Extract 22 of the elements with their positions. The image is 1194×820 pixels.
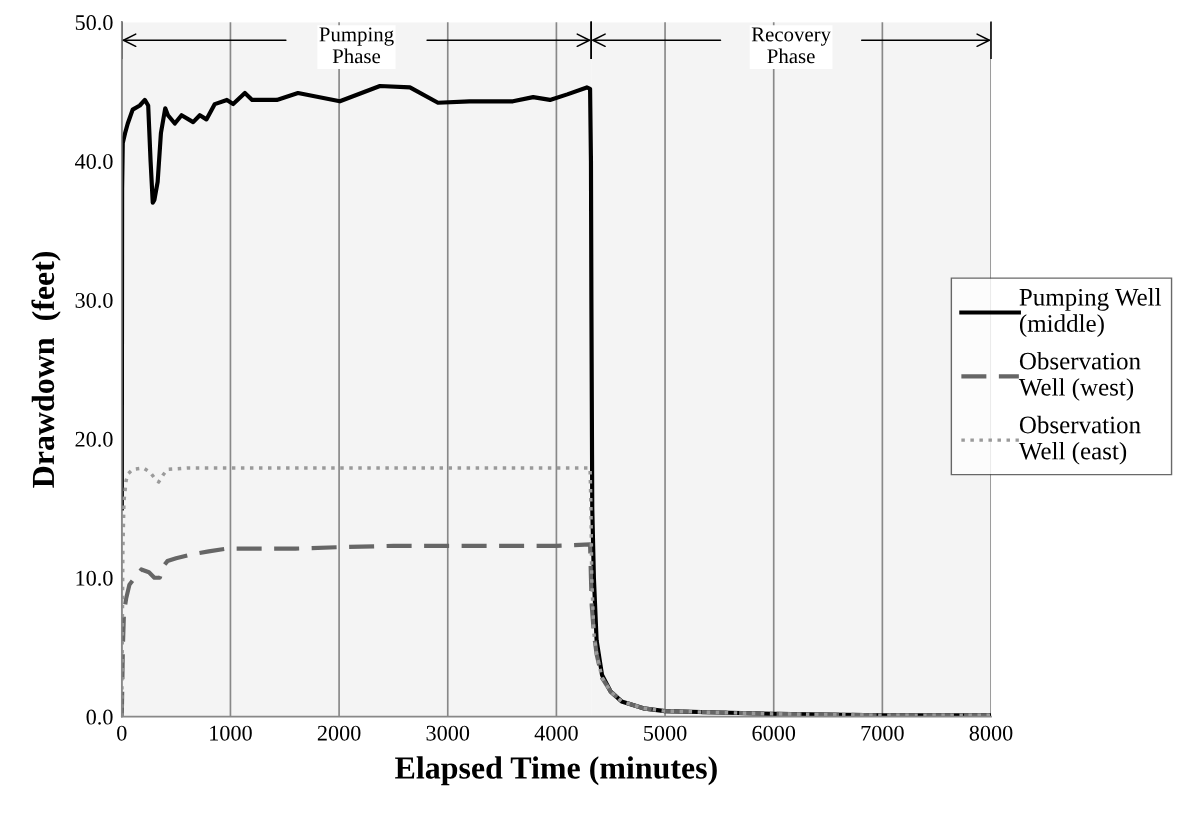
x-tick-label: 0	[117, 725, 127, 741]
legend-label: Pumping Well (middle)	[1019, 288, 1162, 337]
x-tick-label: 2000	[317, 725, 361, 741]
x-tick-label: 3000	[426, 725, 470, 741]
band-label: Pumping Phase	[319, 27, 394, 64]
y-tick-label: 10.0	[76, 570, 113, 586]
y-axis-title: Drawdown (feet)	[31, 251, 61, 488]
band-label: Recovery Phase	[751, 27, 831, 64]
x-tick-label: 1000	[210, 725, 252, 741]
x-tick-label: 6000	[752, 725, 796, 741]
y-tick-label: 0.0	[86, 709, 113, 725]
y-tick-label: 30.0	[75, 292, 113, 308]
y-tick-label: 20.0	[75, 431, 113, 447]
x-tick-label: 5000	[644, 725, 687, 741]
legend-label: Observation Well (east)	[1018, 415, 1141, 465]
x-axis-title: Elapsed Time (minutes)	[395, 756, 717, 786]
y-tick-label: 50.0	[75, 15, 113, 31]
x-tick-label: 4000	[534, 725, 578, 741]
x-tick-label: 8000	[969, 725, 1013, 741]
legend-label: Observation Well (west)	[1018, 351, 1141, 401]
y-tick-label: 40.0	[75, 153, 113, 170]
x-tick-label: 7000	[861, 725, 904, 741]
